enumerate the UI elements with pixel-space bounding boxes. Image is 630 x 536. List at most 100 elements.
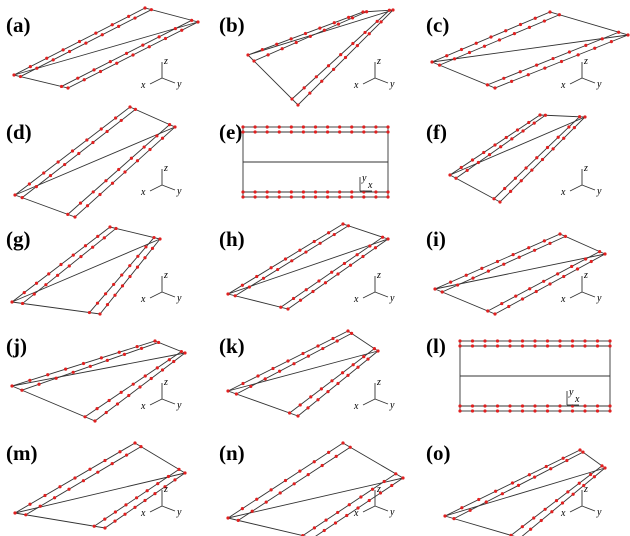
node: [307, 355, 310, 358]
node: [104, 292, 107, 295]
node: [336, 272, 339, 275]
node: [35, 67, 38, 70]
node: [496, 344, 499, 347]
node: [190, 19, 193, 22]
node: [527, 121, 530, 124]
node: [46, 373, 49, 376]
axis-label: x: [353, 80, 359, 91]
node: [308, 92, 311, 95]
node: [226, 516, 229, 519]
node: [368, 32, 371, 35]
node: [577, 53, 580, 56]
node: [117, 25, 120, 28]
panel-label: (m): [6, 441, 37, 465]
node: [332, 68, 335, 71]
node: [583, 339, 586, 342]
node: [448, 173, 451, 176]
axis-label: y: [176, 400, 182, 411]
panel: (k)xyz: [219, 329, 395, 417]
node: [156, 366, 159, 369]
axis-label: y: [389, 79, 395, 90]
node: [471, 339, 474, 342]
node: [139, 445, 142, 448]
panel-label: (i): [426, 227, 446, 251]
axis-label: x: [353, 508, 359, 519]
node: [509, 190, 512, 193]
node: [583, 409, 586, 412]
node: [568, 50, 571, 53]
node: [114, 116, 117, 119]
node: [510, 137, 513, 140]
axis-label: z: [583, 270, 588, 281]
node: [521, 404, 524, 407]
node: [83, 415, 86, 418]
node: [320, 80, 323, 83]
node: [146, 489, 149, 492]
node: [617, 31, 620, 34]
node: [460, 166, 463, 169]
axis-label: y: [389, 293, 395, 304]
axis-label: z: [583, 484, 588, 495]
axis-arrow: [150, 292, 162, 298]
node: [133, 16, 136, 19]
node: [482, 151, 485, 154]
node: [71, 149, 74, 152]
node: [504, 29, 507, 32]
node: [112, 283, 115, 286]
node: [550, 510, 553, 513]
node: [73, 476, 76, 479]
node: [21, 302, 24, 305]
node: [84, 42, 87, 45]
node: [374, 246, 377, 249]
node: [533, 475, 536, 478]
node: [78, 40, 81, 43]
node: [292, 297, 295, 300]
node: [10, 300, 13, 303]
node: [317, 279, 320, 282]
node: [278, 190, 281, 193]
node: [460, 48, 463, 51]
node: [56, 274, 59, 277]
node: [143, 256, 146, 259]
node: [134, 108, 137, 111]
axis-label: x: [140, 187, 146, 198]
node: [346, 329, 349, 332]
node: [120, 391, 123, 394]
node: [151, 247, 154, 250]
node: [57, 160, 60, 163]
node: [341, 441, 344, 444]
node: [349, 446, 352, 449]
node: [535, 290, 538, 293]
node: [483, 404, 486, 407]
node: [103, 459, 106, 462]
node: [499, 145, 502, 148]
node: [52, 58, 55, 61]
node: [380, 20, 383, 23]
node: [167, 475, 170, 478]
node: [386, 190, 389, 193]
node: [560, 60, 563, 63]
node: [528, 26, 531, 29]
node: [302, 195, 305, 198]
axis-label: y: [176, 507, 182, 518]
node: [66, 86, 69, 89]
node: [513, 32, 516, 35]
node: [589, 473, 592, 476]
node: [545, 465, 548, 468]
node: [140, 347, 143, 350]
node: [502, 77, 505, 80]
axis-label: z: [163, 270, 168, 281]
node: [117, 168, 120, 171]
node: [494, 490, 497, 493]
node: [453, 57, 456, 60]
node: [471, 404, 474, 407]
node: [93, 419, 96, 422]
node: [449, 281, 452, 284]
node: [352, 363, 355, 366]
axis-arrow: [375, 399, 388, 404]
node: [241, 195, 244, 198]
node: [386, 125, 389, 128]
node: [583, 404, 586, 407]
diagonal: [445, 468, 605, 516]
axis-label: y: [389, 400, 395, 411]
